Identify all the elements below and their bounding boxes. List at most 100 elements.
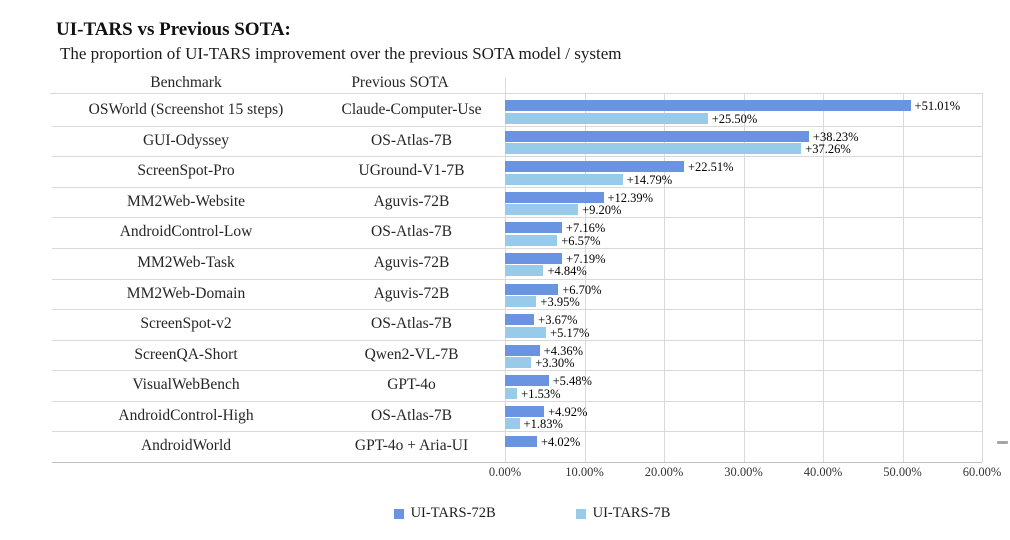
stray-mark [997, 441, 1008, 444]
bar-ui-tars-72b [505, 130, 809, 142]
legend-label: UI-TARS-72B [410, 505, 496, 521]
bar-ui-tars-7b [505, 234, 558, 246]
previous-sota-name: Aguvis-72B [373, 284, 450, 302]
previous-sota-name: OS-Atlas-7B [371, 131, 452, 149]
value-label-7b: +1.83% [523, 417, 563, 432]
value-label-72b: +38.23% [812, 129, 859, 144]
x-axis-tick-label: 0.00% [488, 465, 522, 479]
bar-ui-tars-7b [505, 357, 532, 369]
previous-sota-name: OS-Atlas-7B [371, 223, 452, 241]
benchmark-column-header: Benchmark [150, 74, 222, 91]
legend-item: UI-TARS-72B [393, 505, 496, 522]
previous-sota-name: Qwen2-VL-7B [364, 345, 459, 363]
figure-subtitle: The proportion of UI-TARS improvement ov… [60, 44, 622, 63]
row-separator-line [52, 339, 982, 341]
bar-ui-tars-72b [505, 191, 604, 203]
header-underline [50, 92, 982, 94]
row-separator-line [52, 156, 982, 158]
bar-ui-tars-72b [505, 375, 549, 387]
vertical-gridline [902, 92, 904, 462]
vertical-gridline [823, 92, 824, 462]
benchmark-name: AndroidWorld [140, 437, 232, 455]
value-label-72b: +4.92% [548, 404, 588, 419]
benchmark-name: OSWorld (Screenshot 15 steps) [88, 101, 284, 118]
previous-sota-name: GPT-4o + Aria-UI [354, 437, 469, 455]
benchmark-name: AndroidControl-High [118, 406, 254, 424]
x-axis-tick-label: 50.00% [883, 465, 922, 479]
previous-sota-name: Aguvis-72B [373, 253, 450, 271]
row-separator-line [52, 278, 982, 280]
value-label-72b: +7.19% [566, 251, 606, 266]
previous-sota-name: OS-Atlas-7B [371, 406, 452, 424]
bar-ui-tars-7b [505, 296, 537, 307]
value-label-72b: +7.16% [565, 221, 606, 236]
x-axis-tick-label: 60.00% [962, 465, 1002, 479]
previous-sota-name: Claude-Computer-Use [341, 101, 482, 118]
row-separator-line [52, 247, 982, 249]
row-separator-line [52, 400, 982, 402]
row-separator-line [52, 217, 982, 219]
benchmark-name: GUI-Odyssey [142, 131, 230, 149]
row-separator-line [52, 370, 982, 372]
x-axis-tick-label: 10.00% [565, 465, 604, 479]
bar-ui-tars-72b [505, 436, 537, 448]
legend-swatch-7b [575, 508, 586, 519]
x-axis-tick-label: 20.00% [644, 465, 684, 479]
benchmark-name: MM2Web-Website [126, 192, 246, 210]
benchmark-name: ScreenQA-Short [134, 345, 238, 363]
chart-legend: UI-TARS-72B UI-TARS-7B [27, 505, 1010, 522]
value-label-7b: +14.79% [626, 172, 673, 187]
row-separator-line [52, 186, 982, 188]
bar-ui-tars-72b [505, 283, 559, 295]
vertical-gridline [584, 92, 586, 462]
bar-ui-tars-7b [505, 173, 623, 185]
benchmark-name: AndroidControl-Low [119, 223, 253, 241]
bar-ui-tars-72b [505, 100, 911, 111]
value-label-72b: +3.67% [538, 313, 578, 328]
bar-ui-tars-72b [505, 344, 540, 356]
previous-sota-column-header: Previous SOTA [351, 74, 449, 91]
value-label-72b: +4.02% [540, 435, 581, 450]
previous-sota-name: GPT-4o [387, 376, 436, 394]
value-label-7b: +3.30% [535, 356, 575, 371]
previous-sota-name: OS-Atlas-7B [371, 315, 452, 333]
value-label-7b: +1.53% [521, 386, 561, 401]
bar-ui-tars-7b [505, 326, 547, 338]
bar-ui-tars-72b [505, 314, 535, 326]
value-label-7b: +6.57% [561, 233, 601, 248]
bar-ui-tars-7b [505, 387, 518, 399]
vertical-gridline [664, 92, 665, 462]
bar-ui-tars-7b [505, 418, 520, 430]
previous-sota-name: UGround-V1-7B [358, 162, 465, 180]
legend-swatch-72b [393, 508, 404, 519]
benchmark-name: MM2Web-Task [137, 253, 235, 271]
legend-item: UI-TARS-7B [575, 505, 671, 522]
value-label-72b: +5.48% [552, 374, 592, 389]
benchmark-name: ScreenSpot-v2 [140, 315, 232, 333]
previous-sota-name: Aguvis-72B [373, 192, 450, 210]
vertical-gridline [982, 92, 983, 462]
x-axis-tick-label: 40.00% [803, 465, 843, 479]
bar-ui-tars-72b [505, 161, 684, 173]
legend-label: UI-TARS-7B [592, 505, 671, 521]
bar-ui-tars-7b [505, 265, 544, 277]
benchmark-name: VisualWebBench [132, 376, 240, 394]
x-axis-tick-label: 30.00% [724, 465, 763, 479]
x-axis-line [52, 462, 982, 463]
value-label-72b: +6.70% [562, 282, 602, 297]
value-label-72b: +12.39% [607, 190, 654, 205]
value-label-72b: +22.51% [687, 160, 734, 175]
bar-ui-tars-7b [505, 143, 802, 155]
row-separator-line [52, 431, 982, 433]
bar-ui-tars-72b [505, 252, 563, 264]
bar-ui-tars-72b [505, 222, 562, 234]
value-label-7b: +9.20% [582, 203, 622, 218]
value-label-7b: +37.26% [805, 142, 851, 157]
figure-title: UI-TARS vs Previous SOTA: [56, 19, 291, 40]
vertical-gridline [743, 92, 745, 462]
benchmark-name: MM2Web-Domain [126, 284, 246, 302]
bar-ui-tars-72b [505, 405, 545, 417]
value-label-7b: +5.17% [550, 325, 590, 340]
row-separator-line [52, 125, 982, 127]
